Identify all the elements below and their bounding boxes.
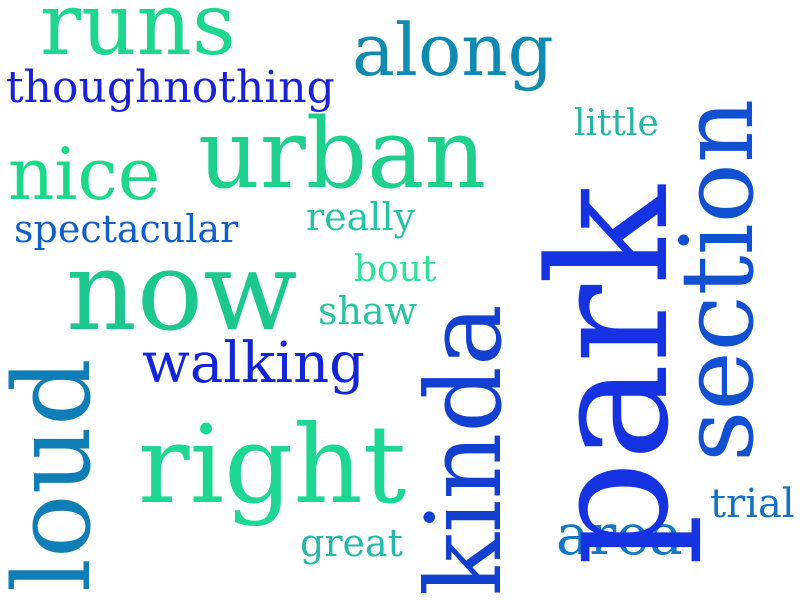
word-little: little <box>574 103 659 144</box>
word-nice: nice <box>8 132 161 216</box>
word-thoughnothing: thoughnothing <box>6 62 335 113</box>
word-right: right <box>138 403 407 528</box>
word-great: great <box>300 521 403 565</box>
word-walking: walking <box>142 331 365 396</box>
word-shaw: shaw <box>318 289 418 333</box>
word-spectacular: spectacular <box>14 207 239 251</box>
word-area: area <box>556 503 683 568</box>
word-now: now <box>66 227 298 355</box>
word-section: section <box>659 98 776 462</box>
word-bout: bout <box>354 249 437 290</box>
word-kinda: kinda <box>403 304 525 596</box>
word-urban: urban <box>198 98 487 210</box>
word-along: along <box>352 8 554 92</box>
word-really: really <box>306 195 416 239</box>
word-loud: loud <box>0 358 114 592</box>
word-trial: trial <box>710 481 795 527</box>
word-runs: runs <box>40 0 237 75</box>
